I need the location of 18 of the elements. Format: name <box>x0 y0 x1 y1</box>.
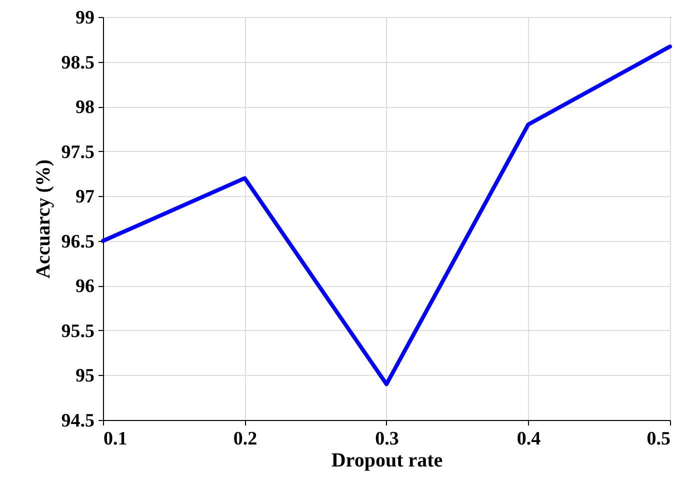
y-tick-label: 94.5 <box>61 410 94 432</box>
x-tick-label: 0.3 <box>375 428 399 450</box>
y-tick-label: 98.5 <box>61 52 94 74</box>
y-tick-label: 95.5 <box>61 320 94 342</box>
x-tick-label: 0.1 <box>104 428 128 450</box>
x-tick-label: 0.2 <box>233 428 258 450</box>
x-axis-title: Dropout rate <box>331 450 443 472</box>
y-axis-title: Accuarcy (%) <box>32 159 54 279</box>
y-tick-label: 97.5 <box>61 142 94 163</box>
y-tick-label: 98 <box>76 97 94 118</box>
line-series <box>101 44 672 386</box>
x-tick-label: 0.5 <box>646 428 670 450</box>
y-tick-label: 96 <box>76 276 94 298</box>
y-tick-label: 99 <box>76 8 94 28</box>
y-tick-label: 97 <box>76 186 95 208</box>
y-tick-label: 95 <box>76 366 94 387</box>
x-tick-label: 0.4 <box>516 428 542 450</box>
y-tick-label: 96.5 <box>61 231 94 252</box>
